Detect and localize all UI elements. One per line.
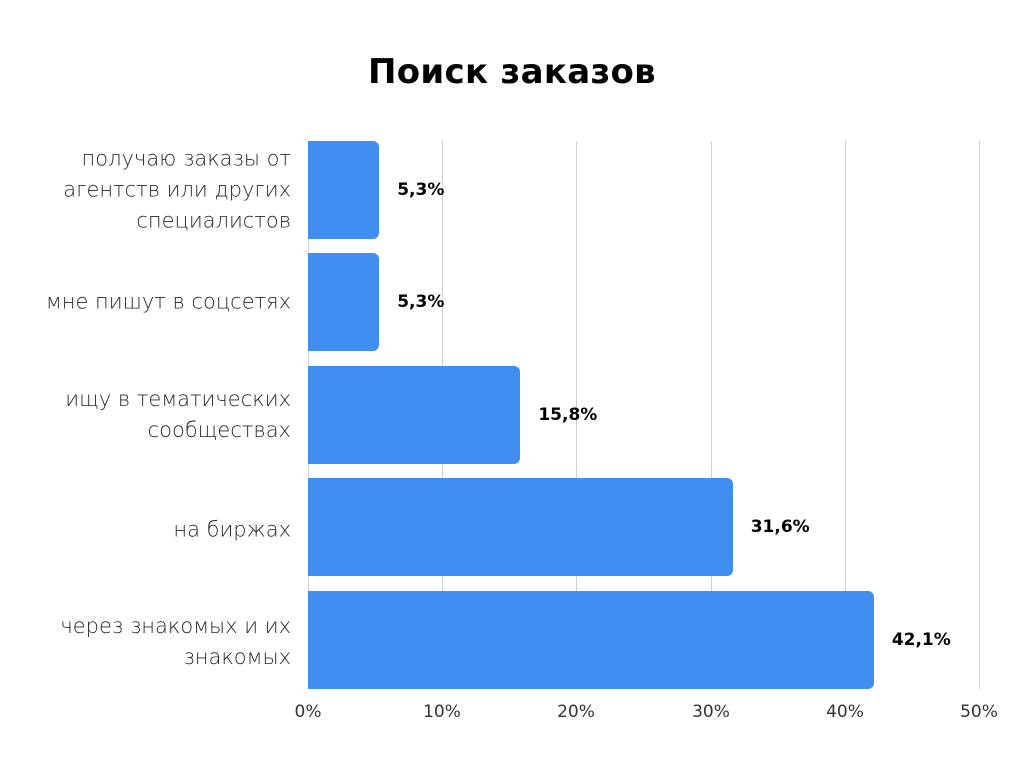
category-label-exchanges: на биржах — [0, 515, 291, 546]
bar-acquaintances — [308, 591, 874, 689]
x-tick-label: 10% — [423, 702, 461, 722]
gridline-30 — [711, 141, 712, 689]
gridline-50 — [979, 141, 980, 689]
bar-agencies — [308, 141, 380, 239]
gridline-40 — [845, 141, 846, 689]
bar-exchanges — [308, 478, 733, 576]
x-tick-label: 0% — [294, 702, 322, 722]
chart-title: Поиск заказов — [368, 52, 656, 92]
x-tick-label: 40% — [826, 702, 864, 722]
value-label: 5,3% — [397, 292, 445, 312]
value-label: 42,1% — [891, 630, 951, 650]
x-tick-label: 30% — [692, 702, 730, 722]
label-line: специалистов — [136, 208, 291, 233]
bar-social — [308, 253, 380, 351]
label-line: агентств или других — [63, 177, 291, 202]
label-line: через знакомых и их — [60, 614, 291, 638]
value-label: 15,8% — [538, 405, 598, 425]
label-line: сообществах — [147, 418, 291, 442]
value-label: 5,3% — [397, 180, 445, 200]
label-line: на биржах — [173, 517, 291, 542]
x-tick-label: 20% — [557, 702, 595, 722]
label-line: знакомых — [183, 645, 291, 669]
label-line: ищу в тематических — [65, 387, 291, 411]
plot-area: 5,3% 5,3% 15,8% 31,6% 42,1% — [308, 141, 980, 689]
category-label-acquaintances: через знакомых и их знакомых — [0, 611, 291, 673]
x-tick-label: 50% — [960, 702, 998, 722]
value-label: 31,6% — [750, 517, 810, 537]
category-label-communities: ищу в тематических сообществах — [0, 384, 291, 446]
gridline-20 — [576, 141, 577, 689]
bar-communities — [308, 366, 521, 464]
label-line: получаю заказы от — [81, 146, 291, 171]
label-line: мне пишут в соцсетях — [45, 289, 291, 314]
category-label-agencies: получаю заказы от агентств или других сп… — [0, 144, 291, 237]
category-label-social: мне пишут в соцсетях — [0, 287, 291, 318]
